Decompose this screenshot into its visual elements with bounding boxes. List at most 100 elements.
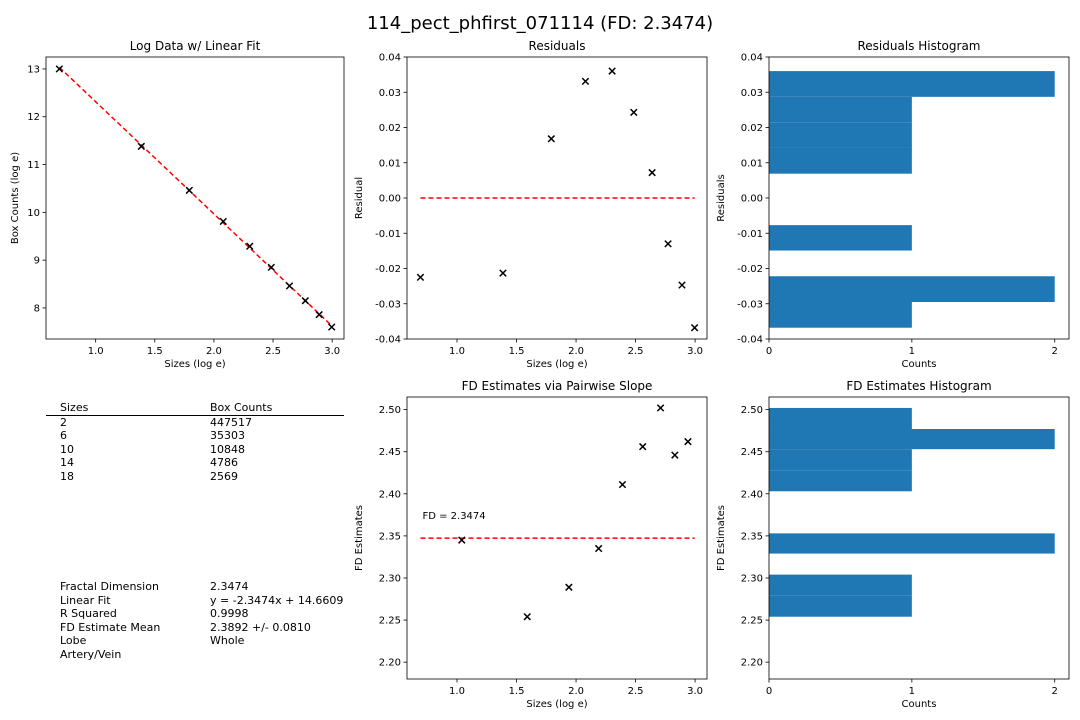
histogram-bar: [769, 276, 1055, 302]
histogram-bar: [769, 301, 912, 328]
data-point: [690, 323, 699, 332]
stat-value: Whole: [210, 634, 245, 647]
data-point: [684, 437, 692, 446]
histogram-bar: [769, 122, 912, 148]
log-axes: Log Data w/ Linear Fit 1.0 1.5 2.0 2.5 3.0 8 9 1…: [10, 39, 345, 370]
table-row: 18 2569: [46, 470, 344, 484]
y-axis-label: FD Estimates: [716, 505, 727, 571]
data-point-stroke: [315, 310, 323, 319]
x-tick-label: 1: [909, 686, 915, 697]
reshist-axes: Residuals Histogram 0 1 2 -0.04 -0.03 -0.02 -0.…: [716, 39, 1070, 370]
data-point: [671, 451, 679, 459]
data-point: [137, 142, 146, 151]
data-point: [301, 297, 310, 305]
fd-annotation: FD = 2.3474: [422, 511, 485, 522]
figure-title: 114_pect_phfirst_071114 (FD: 2.3474): [367, 13, 713, 34]
y-tick-label: 2.30: [379, 573, 401, 584]
y-tick-label: 2.45: [741, 447, 763, 458]
histogram-bar: [769, 96, 912, 123]
table-cell-size: 2: [60, 415, 67, 429]
plot-area: Log Data w/ Linear Fit 1.0 1.5 2.0 2.5 3.0 8 9 1…: [10, 39, 1070, 710]
x-tick-label: 2.5: [628, 346, 644, 357]
data-point: [565, 583, 573, 591]
data-point-stroke: [219, 217, 227, 226]
stat-label: Fractal Dimension: [60, 580, 159, 593]
x-tick-label: 2.0: [568, 686, 584, 697]
y-tick-label: 0.00: [379, 194, 401, 205]
data-point: [608, 67, 616, 75]
data-point-stroke: [648, 168, 656, 177]
table-cell-size: 10: [60, 442, 74, 456]
data-point: [638, 442, 647, 451]
data-point-stroke: [671, 451, 679, 459]
data-point: [594, 544, 603, 553]
y-tick-label: -0.04: [737, 335, 763, 346]
data-point-stroke: [608, 67, 616, 75]
histogram-bar: [769, 449, 912, 471]
data-point: [267, 263, 276, 272]
x-tick-label: 0: [766, 686, 772, 697]
table-cell-size: 18: [60, 469, 74, 483]
y-tick-label: 0.01: [741, 158, 763, 169]
x-axis-label: Counts: [902, 699, 937, 710]
fd-axes: FD Estimates via Pairwise Slope 1.0 1.5 2.0…: [354, 379, 708, 710]
y-tick-label: 2.35: [741, 531, 763, 542]
stat-value: 2.3474: [210, 580, 249, 593]
x-tick-label: 1.0: [88, 346, 104, 357]
x-tick-label: 2: [1052, 686, 1058, 697]
histogram-bar: [769, 595, 912, 617]
plot-title: Residuals: [529, 39, 586, 53]
y-tick-label: -0.01: [375, 229, 401, 240]
stat-value: y = -2.3474x + 14.6609: [210, 593, 344, 607]
x-axis-label: Sizes (log e): [164, 359, 225, 370]
data-point-stroke: [55, 65, 64, 73]
y-tick-label: -0.03: [375, 299, 401, 310]
table-cell-size: 14: [60, 456, 74, 469]
histogram-bar: [769, 407, 912, 429]
data-point-stroke: [137, 142, 146, 151]
y-tick-label: -0.02: [737, 264, 763, 275]
stat-row: Artery/Vein: [46, 648, 344, 662]
table-cell-count: 447517: [210, 415, 252, 429]
x-tick-label: 2.5: [628, 686, 644, 697]
y-tick-label: 0.02: [379, 123, 401, 134]
data-point-stroke: [690, 323, 699, 332]
y-tick-label: 2.40: [741, 489, 763, 500]
data-point: [656, 404, 665, 412]
x-tick-label: 1.5: [147, 346, 163, 357]
y-tick-label: 0.04: [741, 53, 763, 64]
y-tick-label: 2.25: [741, 616, 763, 627]
data-point-stroke: [656, 404, 665, 412]
x-tick-label: 1.0: [449, 346, 465, 357]
table-header-sizes: Sizes: [60, 401, 89, 414]
data-point-stroke: [267, 263, 276, 272]
x-tick-label: 3.0: [687, 346, 703, 357]
table-cell-count: 35303: [210, 429, 245, 442]
histogram-bar: [769, 574, 912, 596]
x-tick-label: 1.0: [449, 686, 465, 697]
y-tick-label: 2.50: [741, 405, 763, 416]
data-point-stroke: [664, 240, 672, 248]
data-point: [648, 168, 656, 177]
linear-fit-line: [58, 66, 333, 327]
y-tick-label: 2.45: [379, 447, 401, 458]
data-point-stroke: [565, 583, 573, 591]
table-row: 6 35303: [46, 429, 344, 443]
y-tick-label: 2.30: [741, 573, 763, 584]
y-tick-label: 0.02: [741, 123, 763, 134]
y-tick-label: 0.03: [379, 88, 401, 99]
x-tick-label: 1: [909, 346, 915, 357]
data-point-stroke: [246, 242, 254, 251]
y-tick-label: -0.03: [737, 299, 763, 310]
x-axis-label: Counts: [902, 359, 937, 370]
data-point-stroke: [638, 442, 647, 451]
stat-row: R Squared 0.9998: [46, 607, 344, 621]
plot-title: Residuals Histogram: [858, 39, 981, 53]
data-point-stroke: [327, 323, 336, 331]
stat-row: Linear Fit y = -2.3474x + 14.6609: [46, 594, 344, 608]
stats-table: Fractal Dimension 2.3474 Linear Fit y = …: [46, 580, 344, 661]
histogram-bar: [769, 147, 912, 174]
data-point-stroke: [684, 437, 692, 446]
y-tick-label: 0.03: [741, 88, 763, 99]
data-point: [458, 536, 466, 544]
